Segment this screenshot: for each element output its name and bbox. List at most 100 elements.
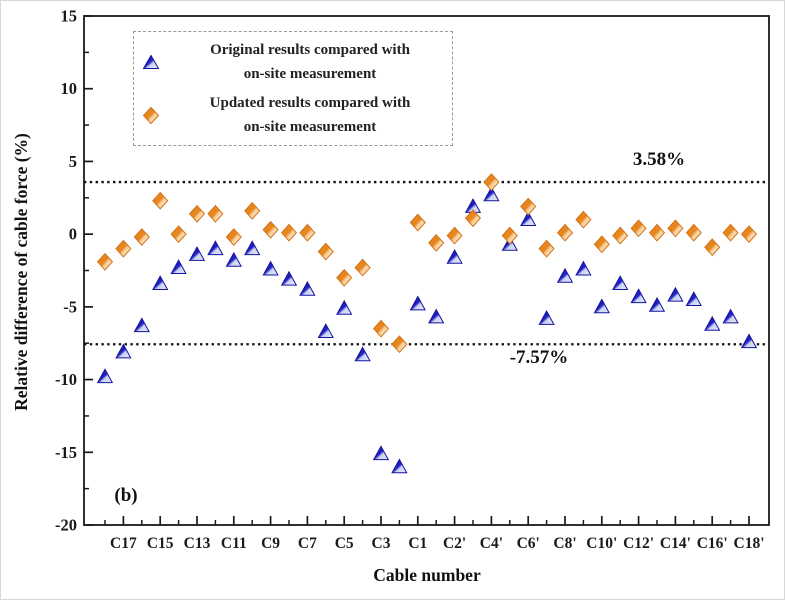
scatter-point-updated — [593, 235, 610, 254]
scatter-point-original — [685, 291, 702, 306]
scatter-point-original — [372, 445, 390, 461]
scatter-point-updated — [464, 209, 482, 228]
scatter-point-original — [96, 368, 114, 384]
y-tick-label: 15 — [61, 7, 78, 26]
scatter-point-updated — [354, 258, 371, 277]
x-tick-label: C15 — [147, 535, 174, 552]
scatter-point-original — [612, 275, 629, 290]
scatter-point-updated — [299, 223, 316, 242]
scatter-point-original — [630, 288, 647, 304]
x-tick-label: C1 — [408, 535, 427, 552]
plot-frame — [83, 15, 770, 526]
scatter-point-original — [336, 299, 353, 315]
scatter-point-updated — [483, 173, 500, 192]
upper-reference-annotation: 3.58% — [632, 149, 686, 170]
scatter-point-original — [575, 260, 592, 276]
x-tick-label: C6' — [517, 535, 540, 552]
scatter-point-updated — [280, 223, 298, 242]
scatter-point-updated — [133, 228, 150, 246]
scatter-point-updated — [446, 226, 463, 245]
scatter-point-updated — [391, 335, 408, 354]
scatter-point-original — [704, 315, 721, 331]
x-tick-label: C18' — [734, 535, 765, 552]
scatter-point-updated — [207, 204, 224, 223]
scatter-point-updated — [317, 242, 334, 261]
scatter-point-updated — [612, 226, 629, 245]
x-tick-label: C12' — [623, 535, 654, 552]
scatter-point-original — [556, 267, 574, 283]
scatter-point-updated — [575, 210, 592, 229]
scatter-point-original — [115, 343, 132, 359]
scatter-point-updated — [556, 223, 574, 242]
scatter-point-original — [722, 308, 739, 324]
panel-label: (b) — [114, 485, 138, 506]
scatter-point-updated — [630, 219, 647, 238]
legend-original-line2: on-site measurement — [243, 65, 377, 82]
scatter-point-updated — [225, 228, 242, 246]
scatter-point-original — [262, 260, 279, 276]
scatter-point-updated — [336, 268, 353, 287]
legend-text-original: Original results compared with on-site m… — [168, 38, 452, 86]
scatter-point-original — [152, 275, 169, 290]
scatter-point-updated — [96, 252, 114, 271]
x-tick-label: C10' — [586, 535, 617, 552]
y-tick-label: 5 — [69, 152, 77, 171]
scatter-point-updated — [501, 226, 518, 245]
legend-item-updated: Updated results compared with on-site me… — [134, 91, 452, 139]
legend-item-original: Original results compared with on-site m… — [134, 38, 452, 86]
scatter-point-original — [225, 251, 242, 267]
legend-text-updated: Updated results compared with on-site me… — [168, 91, 452, 139]
scatter-point-updated — [428, 233, 445, 252]
scatter-point-original — [391, 458, 408, 474]
x-tick-label: C17 — [110, 535, 137, 552]
scatter-point-original — [446, 248, 463, 264]
y-tick-label: 0 — [69, 225, 77, 244]
scatter-point-original — [667, 286, 684, 302]
x-tick-label: C2' — [443, 535, 466, 552]
scatter-point-original — [170, 259, 187, 274]
x-tick-label: C5 — [335, 535, 354, 552]
scatter-point-updated — [520, 197, 537, 216]
scatter-point-updated — [262, 220, 279, 239]
x-tick-label: C16' — [697, 535, 728, 552]
scatter-point-updated — [685, 223, 702, 242]
triangle-marker-icon — [134, 54, 168, 70]
y-tick-label: 10 — [61, 79, 78, 98]
lower-reference-annotation: -7.57% — [509, 347, 569, 368]
scatter-point-updated — [372, 319, 390, 338]
scatter-point-original — [483, 186, 500, 202]
scatter-point-original — [280, 270, 298, 286]
scatter-point-original — [520, 211, 537, 226]
scatter-point-original — [317, 323, 334, 338]
scatter-point-original — [409, 295, 426, 311]
scatter-point-original — [207, 240, 224, 256]
scatter-point-updated — [115, 239, 132, 258]
x-tick-label: C13 — [184, 535, 211, 552]
diamond-marker-icon — [134, 106, 168, 125]
scatter-point-updated — [667, 219, 684, 238]
scatter-point-original — [538, 310, 555, 325]
x-tick-label: C14' — [660, 535, 691, 552]
scatter-point-updated — [152, 191, 169, 210]
scatter-point-updated — [188, 204, 206, 223]
y-tick-label: -15 — [55, 443, 77, 462]
x-tick-label: C9 — [261, 535, 280, 552]
scatter-point-original — [648, 296, 666, 312]
scatter-point-updated — [722, 223, 739, 242]
scatter-point-updated — [648, 223, 666, 242]
y-axis-title: Relative difference of cable force (%) — [11, 133, 31, 411]
x-tick-label: C8' — [553, 535, 576, 552]
legend-original-line1: Original results compared with — [210, 41, 410, 58]
scatter-point-updated — [244, 201, 261, 220]
scatter-point-original — [593, 298, 610, 314]
scatter-point-updated — [538, 239, 555, 258]
y-tick-label: -20 — [55, 516, 77, 535]
x-tick-label: C7 — [298, 535, 317, 552]
legend-updated-line2: on-site measurement — [243, 119, 377, 136]
scatter-point-original — [188, 246, 206, 261]
scatter-point-updated — [704, 238, 721, 257]
scatter-point-original — [354, 346, 371, 362]
scatter-point-original — [244, 240, 261, 256]
